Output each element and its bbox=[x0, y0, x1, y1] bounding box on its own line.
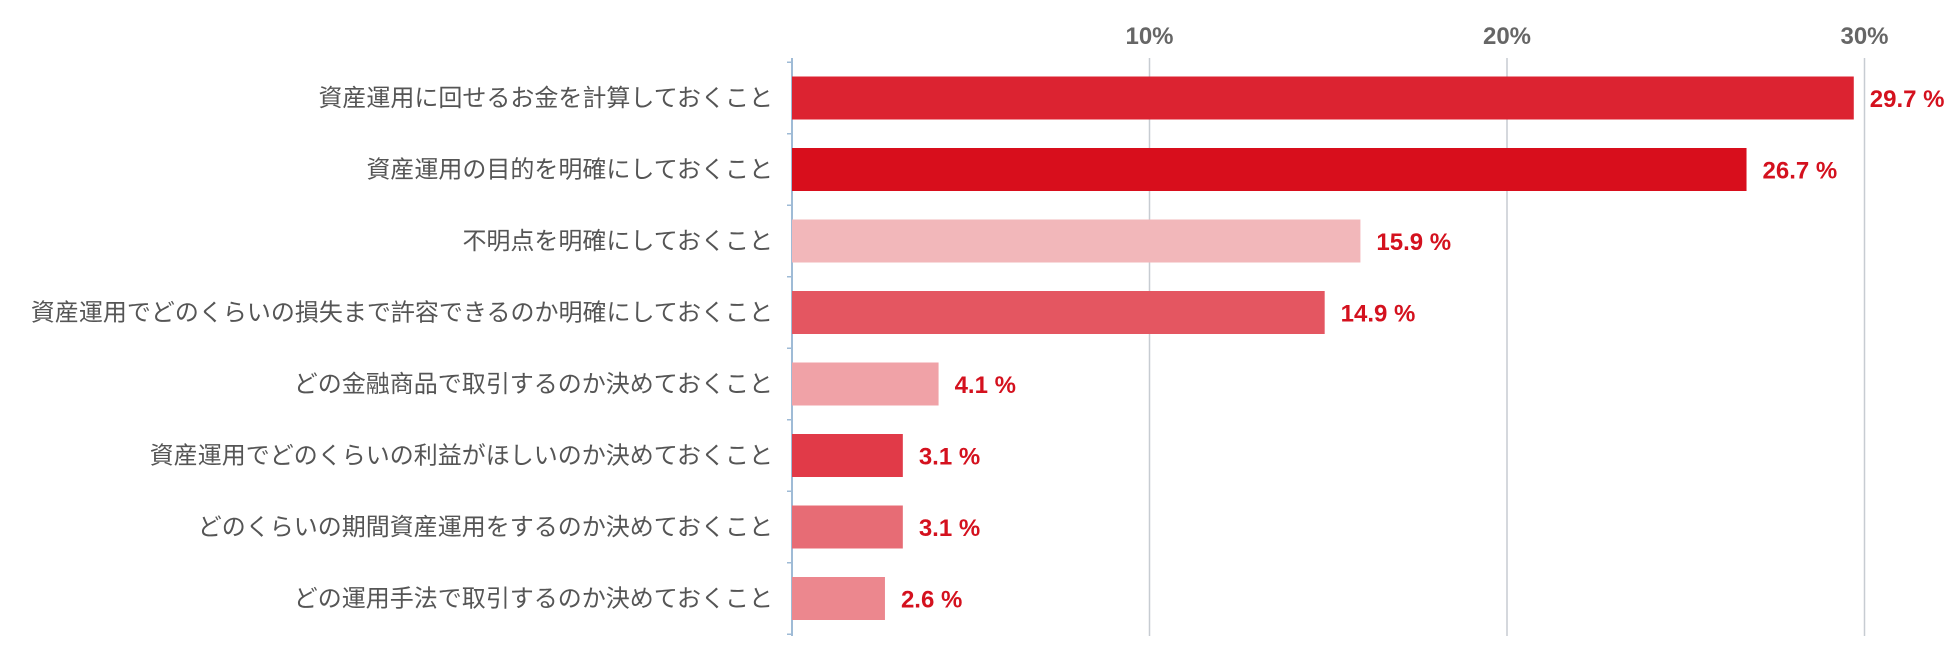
category-label-7: どのくらいの期間資産運用をするのか決めておくこと bbox=[198, 513, 773, 541]
x-tick-label-10: 10% bbox=[1125, 23, 1173, 50]
value-label-4: 14.9 % bbox=[1341, 301, 1416, 328]
bar-7 bbox=[792, 505, 903, 549]
value-label-8: 2.6 % bbox=[901, 587, 962, 614]
category-label-6: 資産運用でどのくらいの利益がほしいのか決めておくこと bbox=[150, 442, 773, 470]
value-label-3: 15.9 % bbox=[1376, 229, 1451, 256]
category-label-3: 不明点を明確にしておくこと bbox=[462, 227, 773, 255]
bar-6 bbox=[792, 434, 903, 477]
category-label-1: 資産運用に回せるお金を計算しておくこと bbox=[318, 84, 773, 112]
category-label-4: 資産運用でどのくらいの損失まで許容できるのか明確にしておくこと bbox=[31, 299, 773, 327]
category-label-8: どの運用手法で取引するのか決めておくこと bbox=[294, 585, 773, 613]
value-label-5: 4.1 % bbox=[955, 372, 1016, 399]
bar-8 bbox=[792, 577, 885, 620]
bar-5 bbox=[792, 362, 939, 406]
value-label-2: 26.7 % bbox=[1763, 158, 1838, 185]
category-label-2: 資産運用の目的を明確にしておくこと bbox=[366, 156, 773, 184]
bar-1 bbox=[792, 76, 1854, 120]
bar-4 bbox=[792, 291, 1325, 334]
x-tick-label-30: 30% bbox=[1840, 23, 1888, 50]
x-tick-label-20: 20% bbox=[1483, 23, 1531, 50]
value-label-1: 29.7 % bbox=[1870, 86, 1945, 113]
value-label-6: 3.1 % bbox=[919, 444, 980, 471]
value-label-7: 3.1 % bbox=[919, 515, 980, 542]
bar-3 bbox=[792, 219, 1361, 263]
category-label-5: どの金融商品で取引するのか決めておくこと bbox=[294, 370, 773, 398]
bar-2 bbox=[792, 148, 1747, 191]
